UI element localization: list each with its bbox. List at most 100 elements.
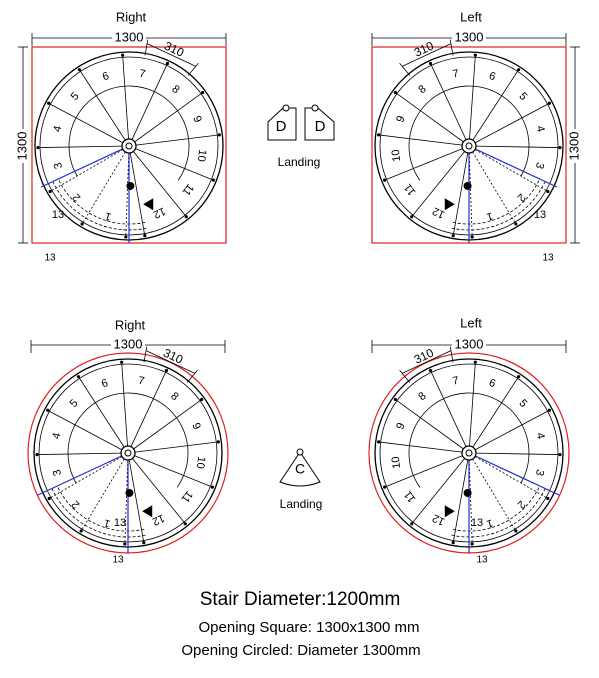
width-dim: 1300 — [455, 336, 484, 351]
baluster — [123, 542, 127, 546]
step-edge — [474, 149, 547, 191]
step-label: 11 — [180, 181, 196, 197]
step-edge — [82, 151, 126, 223]
dim-tick — [399, 370, 411, 383]
step-label: 2 — [515, 191, 528, 204]
step-label: 7 — [137, 375, 145, 388]
tread-dim-line — [146, 43, 197, 67]
walk-line — [67, 392, 189, 488]
dim-label-bg — [111, 338, 145, 352]
landing-arc — [57, 178, 146, 225]
step-label: 9 — [394, 114, 407, 124]
baluster — [377, 440, 381, 444]
step-edge — [469, 57, 476, 140]
step-label: 13 — [114, 517, 126, 529]
baluster — [184, 215, 188, 219]
landing-c — [279, 451, 321, 487]
step-label: 7 — [452, 375, 460, 388]
step-edge — [131, 65, 167, 140]
landing-post — [311, 104, 319, 112]
step-edge — [453, 152, 469, 234]
baluster — [79, 529, 83, 533]
baluster — [516, 375, 521, 379]
step-label: 4 — [534, 432, 547, 441]
step-edge — [125, 152, 130, 235]
step-label: 9 — [190, 114, 203, 124]
dim-label-bg — [112, 31, 146, 45]
landing-arc — [452, 178, 541, 225]
step-label: 11 — [402, 488, 418, 504]
baluster — [47, 101, 51, 105]
baluster — [377, 133, 381, 137]
baluster — [383, 178, 387, 182]
baluster — [514, 222, 518, 226]
step-edge — [39, 452, 122, 455]
step-edge — [135, 148, 212, 180]
landing-arc — [56, 485, 145, 532]
step-label: 10 — [390, 149, 403, 163]
baluster — [201, 90, 205, 95]
walk-line — [408, 85, 530, 181]
baluster — [410, 522, 414, 526]
baluster — [393, 90, 397, 95]
baluster — [470, 235, 474, 239]
baluster — [428, 61, 433, 66]
baluster — [142, 541, 146, 545]
baluster — [451, 541, 455, 545]
step-edge — [396, 93, 464, 143]
step-label: 4 — [534, 125, 547, 134]
step-edge — [133, 151, 186, 216]
landing-letter: D — [315, 118, 326, 135]
baluster — [470, 542, 474, 546]
dim-label-bg — [452, 31, 486, 45]
step-label: 10 — [195, 149, 208, 163]
step-label: 8 — [168, 390, 180, 403]
step-edge — [380, 441, 463, 453]
baluster — [210, 485, 214, 489]
step-edge — [122, 57, 129, 140]
step-label: 6 — [101, 70, 111, 83]
footer-diameter: Stair Diameter:1200mm — [200, 589, 401, 610]
step-edge — [121, 364, 128, 447]
footer-square: Opening Square: 1300x1300 mm — [199, 619, 420, 636]
outer-label: 13 — [112, 555, 124, 566]
step-label: 5 — [68, 397, 81, 410]
baluster — [473, 360, 477, 364]
step-edge — [50, 456, 123, 498]
step-edge — [472, 71, 518, 141]
direction-arrow — [444, 505, 455, 518]
baluster — [547, 408, 551, 412]
start-marker — [463, 181, 472, 190]
step-edge — [468, 459, 473, 542]
step-label: 6 — [487, 70, 497, 83]
step-edge — [468, 152, 473, 235]
tread-dim: 310 — [162, 39, 186, 60]
landing-arc — [52, 181, 147, 231]
step-edge — [129, 152, 145, 234]
start-marker — [463, 488, 472, 497]
step-label: 8 — [416, 390, 428, 403]
step-label: 10 — [194, 456, 207, 470]
step-edge — [386, 148, 463, 180]
baluster — [183, 522, 187, 526]
landing-arc — [51, 488, 146, 538]
footer-circled: Opening Circled: Diameter 1300mm — [181, 642, 420, 659]
step-edge — [79, 378, 125, 448]
baluster — [165, 61, 170, 66]
step-label: 4 — [50, 432, 63, 441]
step-label: 12 — [151, 205, 167, 221]
baluster — [558, 145, 562, 150]
dim-tick — [143, 346, 148, 363]
landing-post — [282, 104, 290, 112]
direction-arrow — [143, 198, 154, 211]
baluster — [121, 53, 125, 57]
step-edge — [453, 459, 469, 541]
baluster — [120, 360, 124, 364]
step-label: 1 — [485, 209, 494, 222]
opening-edge — [468, 145, 558, 188]
step-label: 2 — [70, 191, 83, 204]
start-marker — [126, 181, 135, 190]
diagram-title: Right — [115, 317, 146, 332]
tread-dim: 310 — [412, 345, 436, 366]
